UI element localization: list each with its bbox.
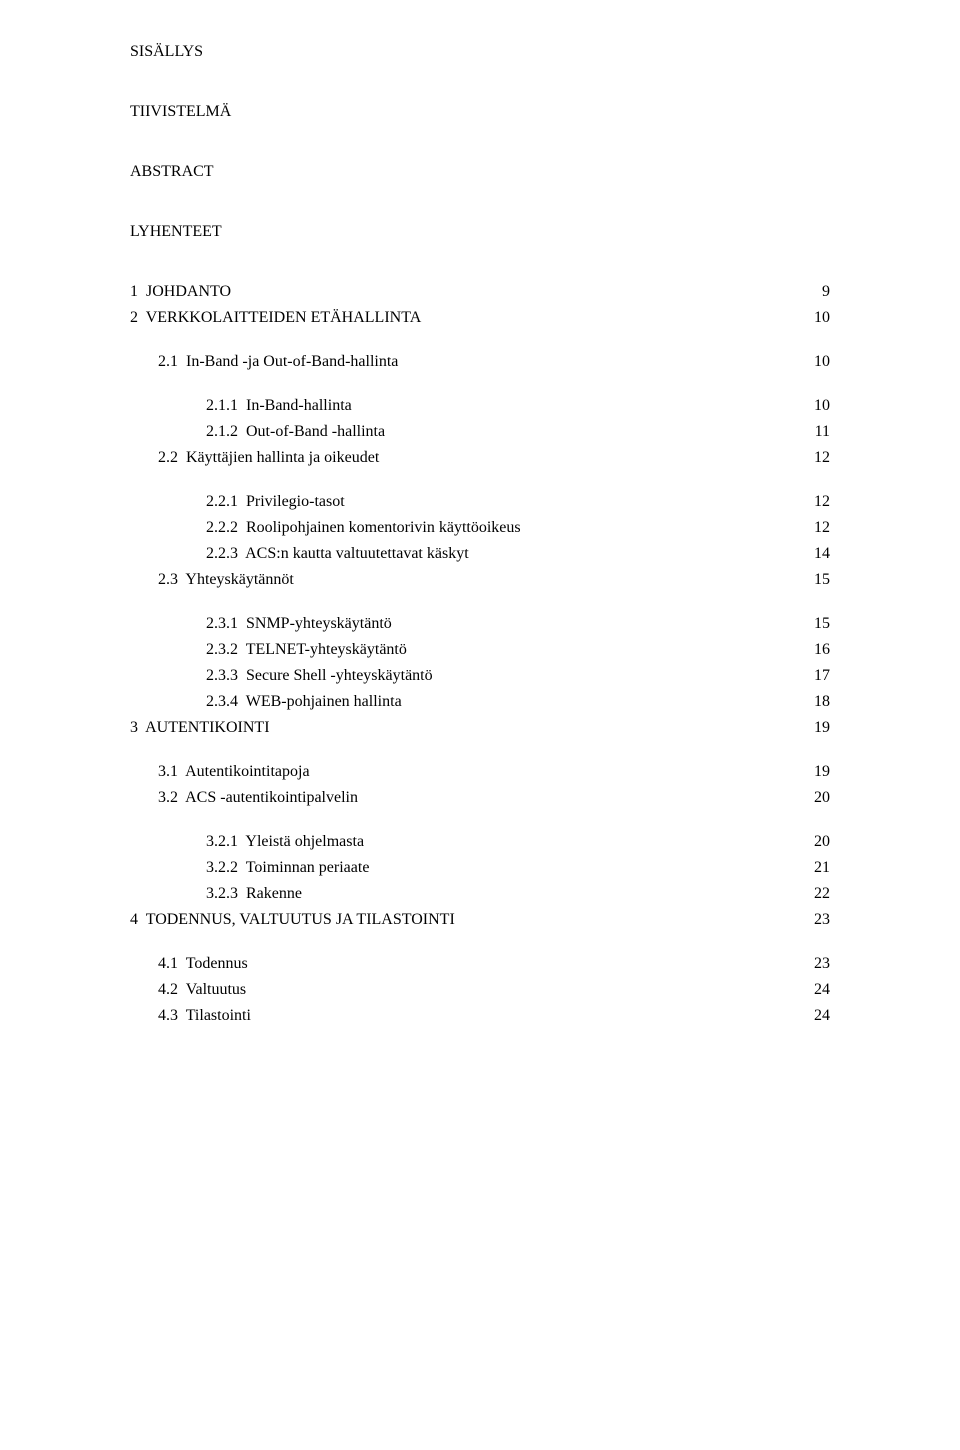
toc-row: 1 JOHDANTO 9 [130, 280, 830, 304]
toc-row: 3.2.3 Rakenne 22 [130, 882, 830, 906]
toc-page-number: 23 [800, 952, 830, 976]
toc-label: 3.1 Autentikointitapoja [158, 760, 310, 784]
toc-page-number: 15 [800, 568, 830, 592]
toc-label: 4 TODENNUS, VALTUUTUS JA TILASTOINTI [130, 908, 455, 932]
toc-gap [130, 812, 830, 830]
toc-row: 2.2.3 ACS:n kautta valtuutettavat käskyt… [130, 542, 830, 566]
toc-page-number: 15 [800, 612, 830, 636]
toc-row: 3.2 ACS -autentikointipalvelin 20 [130, 786, 830, 810]
toc-page-number: 23 [800, 908, 830, 932]
toc-page-number: 12 [800, 446, 830, 470]
toc-list: 1 JOHDANTO92 VERKKOLAITTEIDEN ETÄHALLINT… [130, 280, 830, 1028]
toc-page-number: 21 [800, 856, 830, 880]
toc-page-number: 9 [800, 280, 830, 304]
toc-gap [130, 472, 830, 490]
toc-row: 4.2 Valtuutus 24 [130, 978, 830, 1002]
toc-row: 2.1.2 Out-of-Band -hallinta 11 [130, 420, 830, 444]
toc-page-number: 20 [800, 786, 830, 810]
toc-row: 2.1 In-Band -ja Out-of-Band-hallinta 10 [130, 350, 830, 374]
front-matter-item: LYHENTEET [130, 220, 830, 244]
toc-page-number: 24 [800, 1004, 830, 1028]
toc-page-number: 14 [800, 542, 830, 566]
toc-label: 2.2.1 Privilegio-tasot [206, 490, 345, 514]
toc-row: 2.3.3 Secure Shell -yhteyskäytäntö 17 [130, 664, 830, 688]
toc-label: 2.2.2 Roolipohjainen komentorivin käyttö… [206, 516, 521, 540]
toc-gap [130, 742, 830, 760]
toc-label: 2.3.1 SNMP-yhteyskäytäntö [206, 612, 392, 636]
toc-row: 4.1 Todennus 23 [130, 952, 830, 976]
toc-label: 3.2.3 Rakenne [206, 882, 302, 906]
toc-row: 2.3 Yhteyskäytännöt 15 [130, 568, 830, 592]
toc-label: 2.3.3 Secure Shell -yhteyskäytäntö [206, 664, 433, 688]
toc-heading: SISÄLLYS [130, 40, 830, 64]
toc-label: 2.2 Käyttäjien hallinta ja oikeudet [158, 446, 379, 470]
toc-row: 3.2.1 Yleistä ohjelmasta 20 [130, 830, 830, 854]
toc-row: 3 AUTENTIKOINTI 19 [130, 716, 830, 740]
toc-label: 3.2 ACS -autentikointipalvelin [158, 786, 358, 810]
toc-page-number: 12 [800, 490, 830, 514]
toc-label: 2.3 Yhteyskäytännöt [158, 568, 294, 592]
toc-row: 2.3.2 TELNET-yhteyskäytäntö 16 [130, 638, 830, 662]
toc-page-number: 10 [800, 306, 830, 330]
toc-label: 4.2 Valtuutus [158, 978, 246, 1002]
toc-page-number: 19 [800, 760, 830, 784]
toc-row: 2.2.1 Privilegio-tasot 12 [130, 490, 830, 514]
toc-page-number: 18 [800, 690, 830, 714]
toc-page-number: 17 [800, 664, 830, 688]
toc-page-number: 16 [800, 638, 830, 662]
toc-page-number: 12 [800, 516, 830, 540]
toc-gap [130, 934, 830, 952]
toc-gap [130, 332, 830, 350]
toc-label: 4.3 Tilastointi [158, 1004, 251, 1028]
toc-label: 2.1.2 Out-of-Band -hallinta [206, 420, 385, 444]
front-matter-item: ABSTRACT [130, 160, 830, 184]
front-matter-list: TIIVISTELMÄ ABSTRACT LYHENTEET [130, 100, 830, 244]
front-matter-item: TIIVISTELMÄ [130, 100, 830, 124]
toc-row: 3.1 Autentikointitapoja 19 [130, 760, 830, 784]
page-container: SISÄLLYS TIIVISTELMÄ ABSTRACT LYHENTEET 1 … [0, 0, 960, 1070]
toc-label: 3.2.1 Yleistä ohjelmasta [206, 830, 364, 854]
toc-page-number: 19 [800, 716, 830, 740]
toc-row: 4.3 Tilastointi 24 [130, 1004, 830, 1028]
toc-page-number: 20 [800, 830, 830, 854]
toc-page-number: 10 [800, 350, 830, 374]
toc-gap [130, 594, 830, 612]
toc-row: 2.3.4 WEB-pohjainen hallinta 18 [130, 690, 830, 714]
toc-gap [130, 376, 830, 394]
toc-page-number: 11 [800, 420, 830, 444]
toc-label: 2 VERKKOLAITTEIDEN ETÄHALLINTA [130, 306, 421, 330]
toc-page-number: 10 [800, 394, 830, 418]
toc-row: 2.2 Käyttäjien hallinta ja oikeudet 12 [130, 446, 830, 470]
toc-row: 2.2.2 Roolipohjainen komentorivin käyttö… [130, 516, 830, 540]
toc-label: 2.3.2 TELNET-yhteyskäytäntö [206, 638, 407, 662]
toc-row: 2.3.1 SNMP-yhteyskäytäntö 15 [130, 612, 830, 636]
toc-row: 2.1.1 In-Band-hallinta 10 [130, 394, 830, 418]
toc-label: 1 JOHDANTO [130, 280, 231, 304]
toc-page-number: 24 [800, 978, 830, 1002]
toc-label: 2.1.1 In-Band-hallinta [206, 394, 352, 418]
toc-row: 4 TODENNUS, VALTUUTUS JA TILASTOINTI 23 [130, 908, 830, 932]
toc-row: 3.2.2 Toiminnan periaate 21 [130, 856, 830, 880]
toc-row: 2 VERKKOLAITTEIDEN ETÄHALLINTA 10 [130, 306, 830, 330]
toc-label: 2.3.4 WEB-pohjainen hallinta [206, 690, 402, 714]
toc-label: 4.1 Todennus [158, 952, 248, 976]
toc-page-number: 22 [800, 882, 830, 906]
toc-label: 2.1 In-Band -ja Out-of-Band-hallinta [158, 350, 398, 374]
toc-label: 3 AUTENTIKOINTI [130, 716, 270, 740]
toc-label: 3.2.2 Toiminnan periaate [206, 856, 369, 880]
toc-label: 2.2.3 ACS:n kautta valtuutettavat käskyt [206, 542, 469, 566]
